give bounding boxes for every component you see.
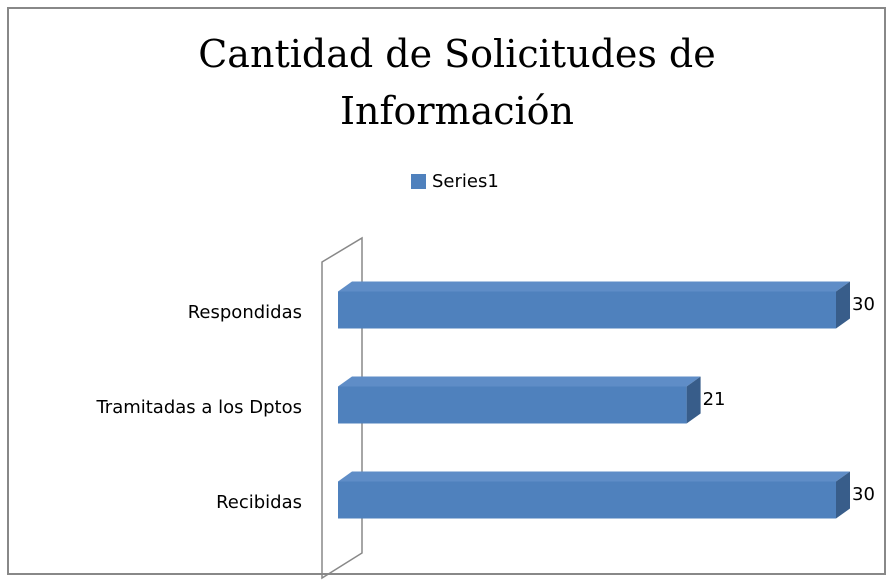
bar-top (338, 376, 701, 387)
bar-top (338, 471, 850, 482)
bar-side (836, 471, 850, 519)
value-label: 30 (852, 294, 875, 315)
chart-title: Cantidad de Solicitudes de Información (198, 32, 716, 133)
bar (338, 291, 836, 329)
bar-side (836, 281, 850, 329)
legend-swatch (411, 174, 426, 189)
value-label: 30 (852, 484, 875, 505)
back-wall (321, 236, 363, 580)
category-label: Recibidas (216, 492, 302, 513)
value-label: 21 (703, 389, 726, 410)
legend-label: Series1 (432, 171, 499, 192)
category-label: Respondidas (188, 302, 302, 323)
bar (338, 386, 687, 424)
bar (338, 481, 836, 519)
bar-top (338, 281, 850, 292)
bar-side (686, 376, 701, 424)
category-label: Tramitadas a los Dptos (95, 397, 302, 418)
